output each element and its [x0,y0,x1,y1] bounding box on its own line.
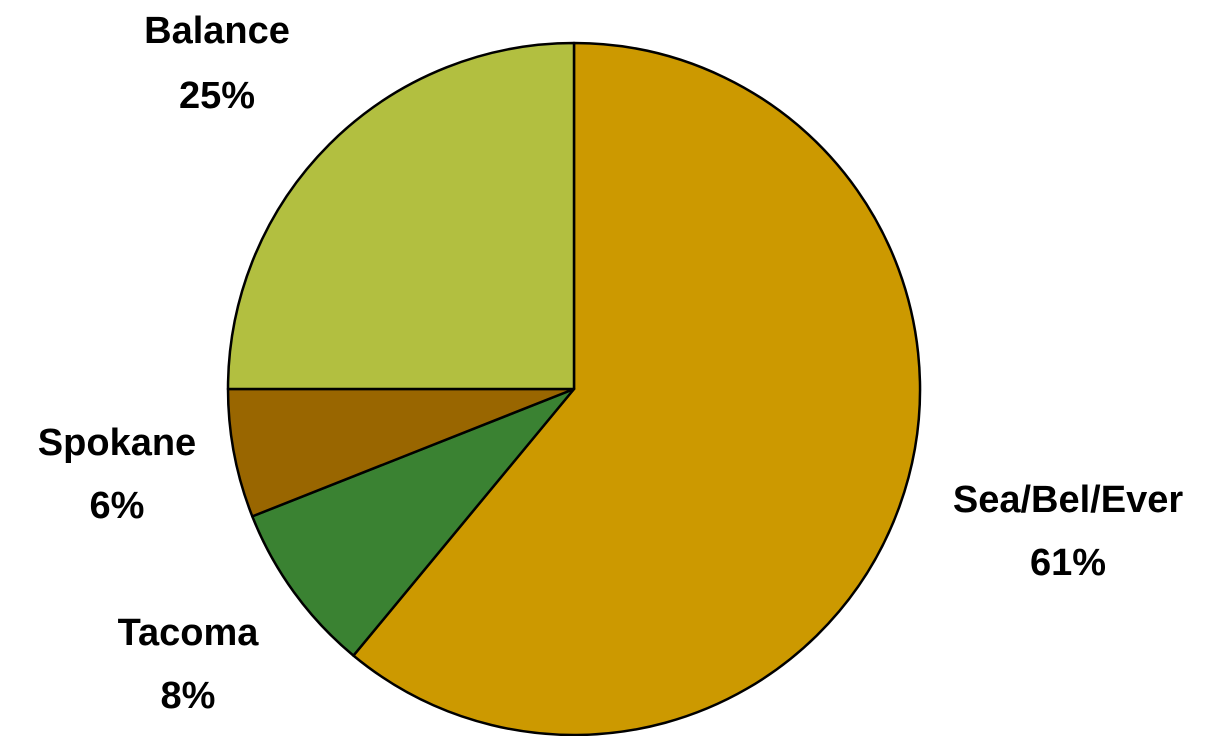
slice-percent-tacoma: 8% [161,675,216,717]
pie-slice-spokane [226,387,576,518]
pie-slices [226,41,922,736]
slice-label-tacoma: Tacoma [118,612,260,654]
slice-label-spokane: Spokane [38,422,196,464]
pie-slice-tacoma [251,387,576,657]
pie-slice-balance [226,41,576,391]
slice-label-sea-bel-ever: Sea/Bel/Ever [953,479,1183,521]
slice-percent-balance: 25% [179,75,255,117]
pie-slice-sea-bel-ever [352,41,922,736]
slice-percent-spokane: 6% [90,485,145,527]
slice-percent-sea-bel-ever: 61% [1030,542,1106,584]
pie-labels: Sea/Bel/Ever 61% Tacoma 8% Spokane 6% Ba… [38,10,1184,717]
slice-label-balance: Balance [144,10,290,52]
